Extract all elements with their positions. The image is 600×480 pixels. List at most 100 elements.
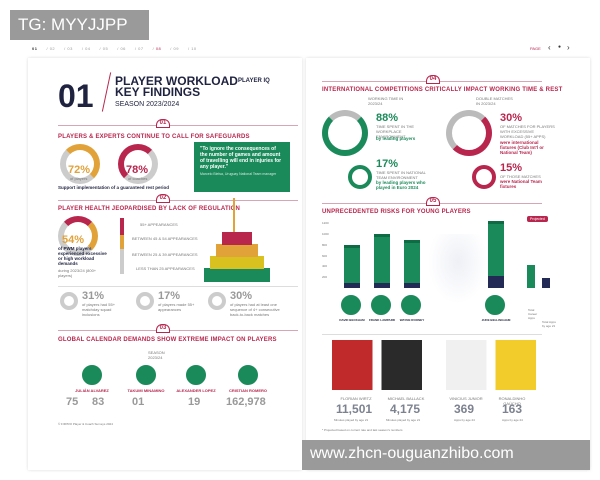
stat-text: of players had 55+ matchday squad inclus…	[82, 302, 116, 317]
prev-page-button[interactable]: ‹	[548, 43, 551, 52]
page-nav: 01/ 02/ 03/ 04/ 05/ 06/ 07/ 08/ 09/ 10	[32, 46, 197, 51]
nav-page[interactable]: 01	[32, 46, 38, 51]
avatar	[370, 294, 392, 316]
y-tick-label: 800	[322, 242, 328, 247]
legend-bar	[527, 264, 535, 288]
nav-page[interactable]: 05	[102, 46, 109, 51]
stat-text: of players made 55+ appearances	[158, 302, 195, 312]
level-label: BETWEEN 25 & 39 APPEARANCES	[132, 252, 198, 257]
section-title: INTERNATIONAL COMPETITIONS CRITICALLY IM…	[322, 87, 563, 93]
page-number: 01	[58, 78, 94, 114]
stat-pct: 30%	[230, 290, 253, 302]
stat-desc: OF MATCHES FOR PLAYERS WITH EXCESSIVE WO…	[500, 124, 555, 139]
quote-box: "To ignore the consequences of the numbe…	[194, 142, 290, 192]
player-name: ALEXANDER LOPEZ	[176, 388, 216, 393]
title-line: PLAYER WORKLOAD	[115, 74, 238, 88]
player-stat: 19	[188, 396, 201, 408]
arrow-up-icon	[233, 198, 235, 232]
pair-value: 4,175	[390, 402, 421, 416]
bar-names: DAVID BECKHAM FRANK LAMPARD WAYNE ROONEY JU…	[322, 318, 542, 330]
nt-donut	[472, 165, 496, 189]
avatar	[237, 364, 259, 386]
section-title: GLOBAL CALENDAR DEMANDS SHOW EXTREME IMP…	[58, 337, 277, 343]
pair-label: Apps by age 24	[502, 418, 523, 422]
bar-chart: 200 400 600 800 1000 1200	[322, 218, 550, 288]
watermark-top: TG: MYYJJPP	[10, 10, 149, 40]
player-name: TAKUMI MINAMINO	[127, 388, 165, 393]
players-gauge	[60, 144, 100, 184]
level-label: LESS THAN 25 APPEARANCES	[136, 266, 195, 271]
player-photo-pair	[332, 340, 422, 390]
nav-page[interactable]: 04	[85, 46, 91, 51]
dot-icon: ●	[558, 44, 562, 50]
stat-pct: 31%	[82, 290, 105, 302]
pair-value: 369	[454, 402, 475, 416]
right-page: 04 INTERNATIONAL COMPETITIONS CRITICALLY…	[306, 58, 590, 470]
stat-donut	[208, 292, 226, 310]
nav-page[interactable]: 09	[173, 46, 179, 51]
next-page-button[interactable]: ›	[567, 43, 570, 52]
stat-desc: TIME SPENT IN NATIONAL TEAM ENVIRONMENT	[376, 170, 426, 180]
stat-highlight: were international fixtures (Club Int'l …	[500, 140, 544, 155]
stat-donut	[60, 292, 78, 310]
player-name: MICHAEL BALLACK	[387, 396, 425, 401]
season: SEASON 2023/2024	[115, 101, 180, 108]
player-photo-pair	[446, 340, 536, 390]
footnote: © FIFPRO Player & Coach Surveys 2024	[58, 422, 113, 426]
bar	[374, 234, 390, 288]
pwm-desc: of PWM players experienced excessive or …	[58, 246, 107, 266]
y-tick-label: 1200	[322, 221, 329, 226]
coaches-pct: 78%	[126, 164, 149, 176]
stat-highlight: were National Team fixtures	[500, 179, 542, 189]
pyramid-green	[204, 268, 270, 282]
player-iq-logo: PLAYER IQ	[238, 78, 270, 84]
nav-page[interactable]: 07	[138, 46, 144, 51]
stat-pct: 17%	[376, 158, 399, 170]
level-label: 55+ APPEARANCES	[140, 222, 178, 227]
player-stat: 01	[132, 396, 145, 408]
stat-text: of players had at least one sequence of …	[230, 302, 280, 317]
level-label: BETWEEN 45 & 54 APPEARANCES	[132, 236, 198, 241]
pwm-sub: during 2023/24 (800+ players)	[58, 268, 97, 278]
double-donut	[446, 110, 492, 156]
footnote: * Projected based on current rate and la…	[322, 428, 403, 432]
player-image	[428, 234, 488, 304]
nav-page[interactable]: 03	[67, 46, 73, 51]
title-line: KEY FINDINGS	[115, 85, 201, 99]
nav-page[interactable]: 10	[191, 46, 197, 51]
nav-page[interactable]: 08	[155, 46, 162, 51]
nav-page[interactable]: 02	[49, 46, 56, 51]
y-tick-label: 400	[322, 264, 328, 269]
bar-base	[404, 283, 420, 288]
player-name: FLORIAN WIRTZ	[340, 396, 372, 401]
avatar	[484, 294, 506, 316]
stat-pct: 88%	[376, 112, 399, 124]
bar	[344, 244, 360, 288]
section-title: PLAYER HEALTH JEOPARDISED BY LACK OF REG…	[58, 206, 241, 212]
level-bar	[120, 218, 124, 274]
bar-base	[488, 276, 504, 288]
projected-badge: Projected	[527, 216, 548, 222]
stat-highlight: by leading players	[376, 136, 416, 141]
pyramid-yellow	[210, 256, 264, 269]
bar-category-label: FRANK LAMPARD	[368, 318, 396, 322]
y-tick-label: 200	[322, 275, 328, 280]
avatar	[135, 364, 157, 386]
col-head: WORKING TIME IN 2023/24	[368, 96, 404, 106]
bar	[488, 220, 504, 288]
left-page: 01 PLAYER WORKLOAD KEY FINDINGS SEASON 20…	[28, 58, 302, 470]
section-number: 02	[156, 194, 170, 203]
avatar	[185, 364, 207, 386]
nav-page[interactable]: 06	[120, 46, 126, 51]
stat-pct: 30%	[500, 112, 523, 124]
player-stat: 162,978	[226, 396, 266, 408]
player-stat: 75	[66, 396, 79, 408]
bar-base	[374, 283, 390, 288]
bar-category-label: DAVID BECKHAM	[339, 318, 365, 322]
legend-label: Total Career Apps	[528, 308, 538, 320]
pyramid-orange	[216, 244, 258, 257]
bar	[404, 239, 420, 288]
player-name: JULIÁN ALVAREZ	[75, 388, 109, 393]
player-name: VINICIUS JUNIOR	[449, 396, 483, 401]
players-label: of players	[70, 176, 88, 181]
